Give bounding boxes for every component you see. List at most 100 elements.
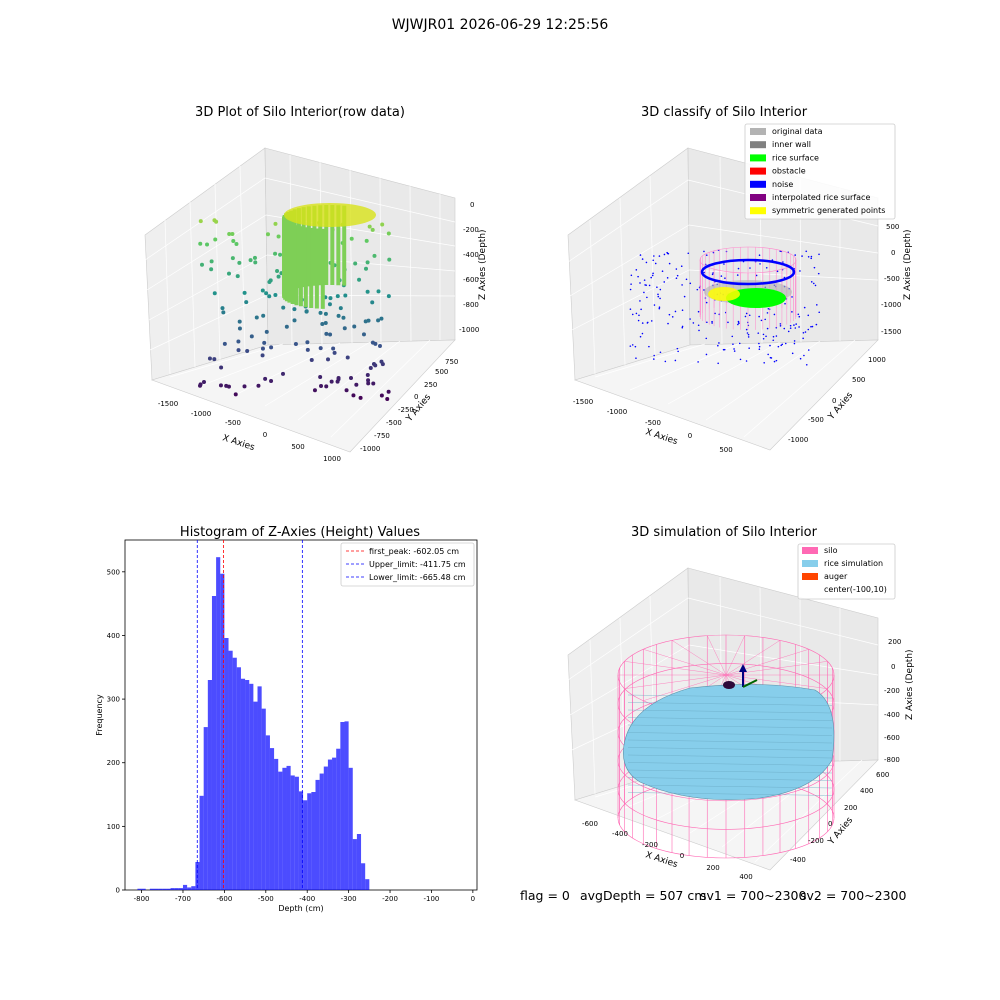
raw-point: [236, 339, 241, 344]
raw-point-cloud: [198, 203, 392, 401]
noise-point: [639, 254, 642, 256]
raw-xtick: 1000: [323, 455, 341, 463]
noise-point: [807, 314, 810, 317]
histogram-xtick: -300: [341, 895, 357, 903]
raw-point: [323, 311, 328, 316]
noise-point: [805, 250, 808, 253]
histogram-bar: [332, 757, 337, 890]
raw-point: [201, 380, 206, 385]
raw-ztick: -600: [463, 276, 479, 284]
histogram-legend-entry: first_peak: -602.05 cm: [369, 547, 459, 556]
noise-point: [641, 332, 644, 335]
raw-point: [318, 310, 323, 315]
noise-point: [773, 360, 776, 363]
noise-point: [643, 291, 645, 294]
noise-point: [789, 324, 792, 327]
classify-xtick: -1500: [573, 398, 593, 406]
rice-simulation-surface: [623, 684, 835, 800]
histogram-bar: [269, 748, 275, 890]
histogram-bar: [224, 638, 229, 890]
raw-point: [222, 341, 227, 346]
legend-entry: rice simulation: [824, 559, 883, 568]
classify-axis-ticks: -1500 -1000 -500 0 500 1000 500 0 -500 -…: [573, 223, 902, 454]
noise-point: [731, 335, 734, 338]
raw-point: [371, 381, 376, 386]
raw-point: [376, 318, 381, 323]
raw-point: [376, 289, 381, 294]
raw-point: [275, 269, 280, 274]
raw-point: [263, 376, 268, 381]
simulation-ztick: -200: [884, 687, 900, 695]
noise-point: [724, 277, 726, 279]
noise-point: [681, 309, 684, 311]
noise-point: [698, 329, 700, 332]
noise-point: [712, 272, 714, 274]
raw-point: [349, 236, 354, 241]
noise-point: [789, 327, 792, 329]
raw-point: [386, 294, 391, 299]
rice-mesh-line: [627, 754, 833, 759]
noise-point: [722, 348, 725, 351]
noise-point: [794, 327, 797, 329]
raw-point: [209, 259, 214, 264]
raw-point: [386, 231, 391, 236]
histogram-bar: [344, 721, 349, 890]
raw-point: [248, 258, 253, 263]
legend-swatch: [750, 141, 766, 149]
noise-point: [659, 288, 662, 291]
raw-point: [318, 346, 323, 351]
noise-point: [652, 259, 655, 262]
legend-entry: symmetric generated points: [772, 206, 885, 215]
classify-ytick: -1000: [788, 436, 808, 444]
raw-point: [264, 329, 269, 334]
noise-point: [737, 267, 740, 270]
noise-point: [629, 308, 632, 310]
noise-point: [798, 326, 800, 328]
histogram-bar: [191, 886, 196, 890]
histogram-bar: [286, 765, 291, 890]
raw-ytick: 250: [424, 381, 437, 389]
rice-mesh-line: [627, 724, 833, 729]
simulation-ytick: 400: [860, 787, 873, 795]
raw-point: [351, 393, 356, 398]
raw-point: [265, 232, 270, 237]
noise-point: [666, 277, 669, 279]
raw-floor-pane: [151, 339, 456, 453]
raw-point: [304, 309, 309, 314]
noise-point: [675, 277, 678, 280]
noise-point: [766, 327, 769, 330]
noise-point: [758, 348, 761, 351]
raw-ztick: -800: [463, 301, 479, 309]
simulation-legend: silo rice simulation auger center(-100,10): [797, 543, 896, 600]
noise-point: [658, 306, 661, 309]
histogram-bar: [232, 657, 237, 890]
raw-point: [198, 382, 203, 387]
noise-point: [637, 275, 639, 278]
noise-point: [689, 318, 691, 320]
noise-point: [745, 360, 748, 362]
histogram-bar: [294, 776, 299, 890]
legend-entry: original data: [772, 127, 823, 136]
histogram-bar: [356, 834, 362, 890]
noise-point: [818, 253, 820, 256]
noise-point: [705, 254, 708, 256]
noise-point: [793, 342, 796, 345]
noise-point: [692, 322, 695, 324]
noise-point: [659, 297, 661, 300]
histogram-ytick: 300: [107, 696, 120, 704]
histogram-bar: [141, 888, 146, 890]
raw-point: [341, 315, 346, 320]
noise-point: [657, 293, 659, 296]
raw-point: [267, 294, 272, 299]
raw-data-3d-plot: 3D Plot of Silo Interior(row data) -1500…: [144, 105, 488, 463]
noise-point: [653, 304, 656, 306]
histogram-bar: [265, 735, 270, 890]
rice-mesh-line: [627, 769, 833, 774]
noise-point: [793, 324, 795, 326]
noise-point: [629, 345, 632, 347]
raw-point: [235, 274, 240, 279]
histogram-bar: [203, 727, 208, 890]
silo-roof-line: [643, 674, 727, 701]
raw-point: [267, 279, 272, 284]
raw-point: [292, 318, 297, 323]
